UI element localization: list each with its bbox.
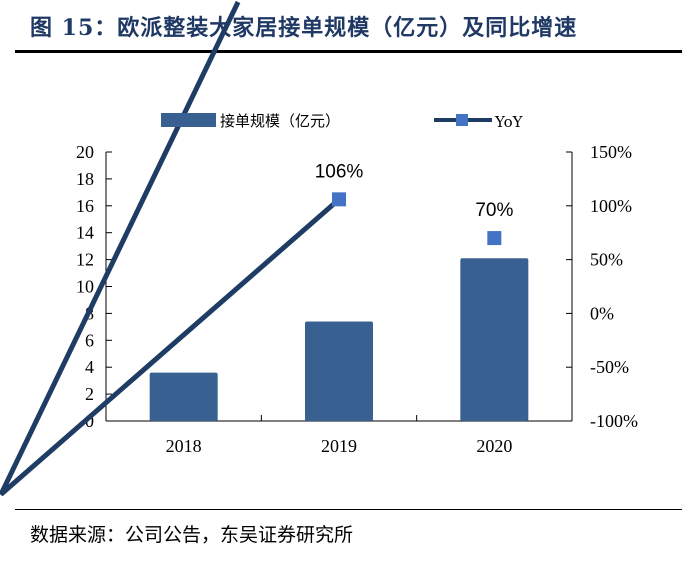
left-tick-label: 16 bbox=[76, 196, 94, 216]
legend-line-label: YoY bbox=[494, 113, 524, 131]
title-rule bbox=[15, 50, 682, 53]
left-tick-label: 20 bbox=[76, 142, 94, 162]
legend-line-marker bbox=[456, 114, 468, 126]
left-tick-label: 6 bbox=[85, 330, 94, 350]
right-tick-label: -100% bbox=[590, 411, 638, 431]
right-tick-label: 100% bbox=[590, 196, 632, 216]
left-tick-label: 2 bbox=[85, 384, 94, 404]
left-tick-label: 12 bbox=[76, 250, 94, 270]
left-tick-label: 4 bbox=[85, 357, 94, 377]
right-tick-label: -50% bbox=[590, 357, 629, 377]
left-tick-label: 14 bbox=[76, 223, 94, 243]
x-tick-label: 2018 bbox=[166, 436, 202, 456]
right-tick-label: 0% bbox=[590, 303, 614, 323]
yoy-data-label: 70% bbox=[475, 200, 513, 221]
right-tick-label: 50% bbox=[590, 250, 623, 270]
yoy-marker bbox=[487, 231, 502, 246]
left-tick-label: 10 bbox=[76, 277, 94, 297]
yoy-line bbox=[0, 0, 341, 497]
bar-2020 bbox=[460, 258, 529, 421]
left-tick-label: 0 bbox=[85, 411, 94, 431]
source-rule bbox=[15, 509, 682, 510]
figure-title: 图 15：欧派整装大家居接单规模（亿元）及同比增速 bbox=[30, 15, 578, 41]
right-tick-label: 150% bbox=[590, 142, 632, 162]
bar-2018 bbox=[149, 372, 218, 421]
yoy-data-label: 106% bbox=[315, 161, 364, 182]
chart: 02468101214161820-100%-50%0%50%100%150%2… bbox=[0, 0, 638, 497]
legend-bar-label: 接单规模（亿元） bbox=[220, 112, 340, 130]
legend-bar-swatch bbox=[161, 113, 216, 127]
x-tick-label: 2019 bbox=[321, 436, 357, 456]
yoy-marker bbox=[332, 192, 346, 207]
source-note: 数据来源：公司公告，东吴证券研究所 bbox=[30, 524, 354, 546]
bar-2019 bbox=[305, 321, 373, 421]
x-tick-label: 2020 bbox=[476, 436, 512, 456]
left-tick-label: 18 bbox=[76, 169, 94, 189]
